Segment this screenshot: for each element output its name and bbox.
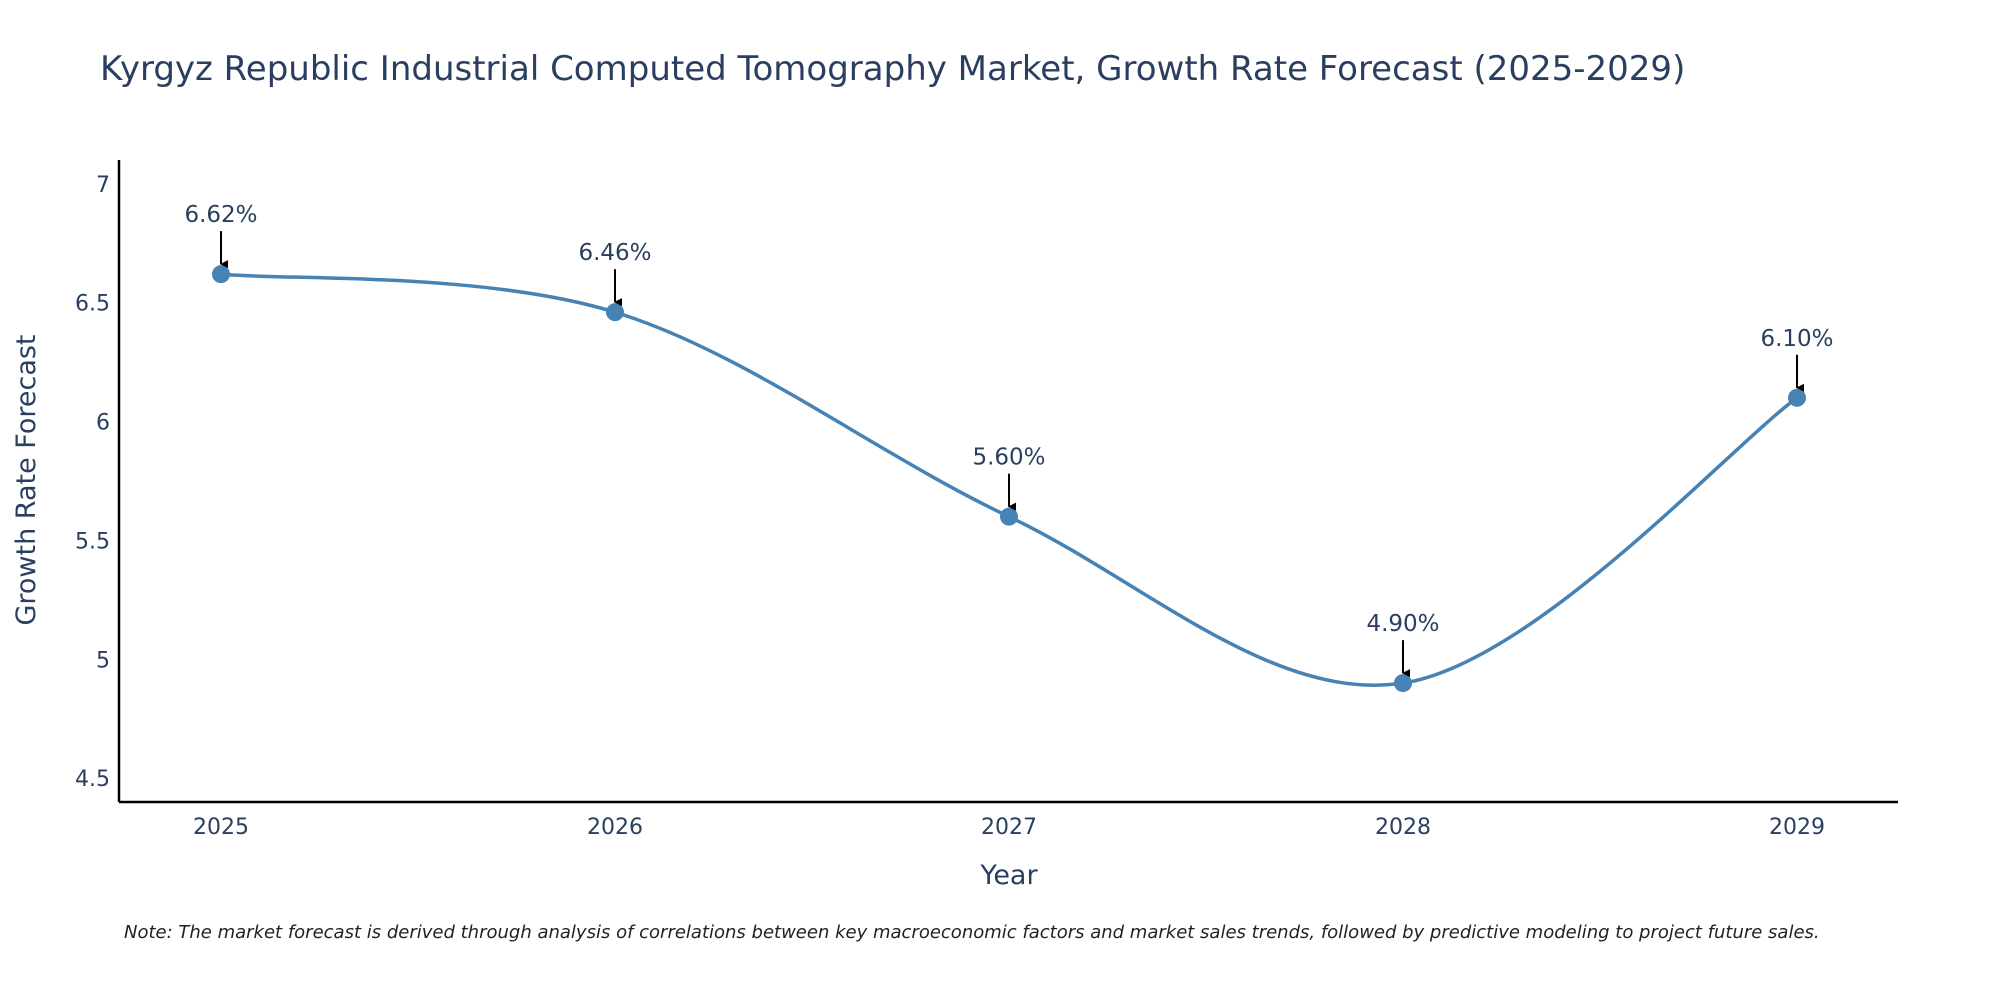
data-label: 6.62% [184, 202, 257, 228]
y-tick-labels: 4.5 5 5.5 6 6.5 7 [75, 173, 110, 792]
x-tick-label: 2028 [1375, 815, 1431, 840]
y-tick-label: 5.5 [75, 529, 110, 554]
data-markers [212, 265, 1806, 693]
data-point [1788, 388, 1806, 407]
data-label: 6.46% [578, 240, 651, 266]
y-tick-label: 6.5 [75, 292, 110, 317]
data-label: 4.90% [1366, 611, 1439, 637]
data-point [1000, 507, 1018, 526]
x-tick-labels: 2025 2026 2027 2028 2029 [193, 815, 1825, 840]
footnote: Note: The market forecast is derived thr… [124, 922, 1820, 943]
y-tick-label: 4.5 [75, 767, 110, 792]
data-annotations: 6.62% 6.46% 5.60% 4.90% 6.10% [184, 202, 1834, 678]
x-tick-label: 2025 [193, 815, 249, 840]
data-label: 5.60% [972, 445, 1045, 471]
x-tick-label: 2026 [587, 815, 643, 840]
data-label: 6.10% [1760, 326, 1833, 352]
x-tick-label: 2027 [981, 815, 1037, 840]
data-point [606, 303, 624, 322]
y-tick-label: 6 [96, 411, 110, 436]
data-point [1394, 674, 1412, 693]
chart-title: Kyrgyz Republic Industrial Computed Tomo… [100, 49, 1685, 89]
data-point [212, 265, 230, 284]
y-axis-title: Growth Rate Forecast [11, 334, 42, 625]
y-tick-label: 7 [96, 173, 110, 198]
x-tick-label: 2029 [1769, 815, 1825, 840]
x-axis-title: Year [979, 860, 1038, 891]
y-tick-label: 5 [96, 648, 110, 673]
